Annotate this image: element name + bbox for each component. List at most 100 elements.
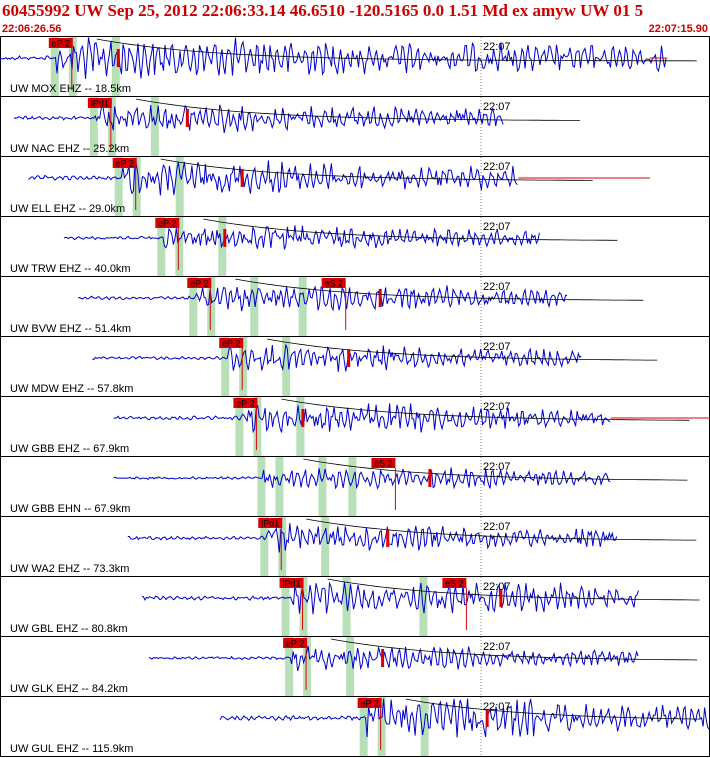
- pick-window: [132, 157, 141, 216]
- trace-panel[interactable]: eP 2 22:07 UW GLK EHZ -- 84.2km: [0, 636, 710, 697]
- coda-curve: [267, 338, 658, 361]
- amplitude-marker: [223, 229, 227, 247]
- waveform-trace: [92, 344, 582, 372]
- trace-panel[interactable]: iPd1 22:07 UW NAC EHZ -- 25.2km: [0, 96, 710, 157]
- station-label: UW NAC EHZ -- 25.2km: [10, 143, 129, 155]
- trace-panel[interactable]: iPd1 22:07 UW WA2 EHZ -- 73.3km: [0, 516, 710, 577]
- coda-curve: [96, 38, 697, 62]
- p-pick-flag[interactable]: [155, 218, 180, 228]
- minute-tick-label: 22:07: [483, 521, 511, 533]
- minute-tick-label: 22:07: [483, 281, 511, 293]
- pick-window: [207, 277, 216, 336]
- station-label: UW GBL EHZ -- 80.8km: [10, 623, 128, 635]
- pick-window: [221, 337, 230, 396]
- pick-window: [377, 697, 386, 756]
- station-label: UW GLK EHZ -- 84.2km: [10, 683, 128, 695]
- pick-window: [68, 37, 77, 96]
- waveform-trace: [219, 698, 710, 738]
- p-pick-flag[interactable]: [87, 98, 112, 108]
- trace-panel[interactable]: eP 2 22:07 UW GBB EHZ -- 67.9km: [0, 396, 710, 457]
- minute-tick-label: 22:07: [483, 701, 511, 713]
- amplitude-marker: [485, 709, 489, 727]
- pick-window: [303, 637, 312, 696]
- s-pick-flag[interactable]: [371, 458, 396, 468]
- p-pick-label: iPd1: [283, 579, 301, 589]
- amplitude-marker: [116, 49, 120, 67]
- trace-panel[interactable]: eP 2 22:07 UW GUL EHZ -- 115.9km: [0, 696, 710, 757]
- p-pick-flag[interactable]: [283, 638, 308, 648]
- pick-window: [346, 637, 355, 696]
- pick-window: [111, 37, 120, 96]
- seismogram-plot[interactable]: eP 2 22:07 UW MOX EHZ -- 18.5km iPd1 22:07 UW…: [0, 36, 710, 758]
- coda-curve: [303, 458, 688, 481]
- station-label: UW GBB EHN -- 67.9km: [10, 503, 130, 515]
- pick-window: [50, 37, 59, 96]
- trace-panel[interactable]: eP 2 22:07 UW ELL EHZ -- 29.0km: [0, 156, 710, 217]
- station-label: UW ELL EHZ -- 29.0km: [10, 203, 125, 215]
- pick-window: [318, 457, 327, 516]
- station-label: UW MDW EHZ -- 57.8km: [10, 383, 133, 395]
- coda-curve: [160, 158, 593, 181]
- trace-panel[interactable]: eP 2 22:07 UW TRW EHZ -- 40.0km: [0, 216, 710, 277]
- station-label: UW WA2 EHZ -- 73.3km: [10, 563, 129, 575]
- trace-panel[interactable]: iPd1 eS 2 22:07 UW GBL EHZ -- 80.8km: [0, 576, 710, 637]
- pick-window: [285, 637, 294, 696]
- pick-window: [257, 457, 266, 516]
- p-pick-flag[interactable]: [48, 38, 73, 48]
- waveform-trace: [113, 403, 611, 434]
- minute-tick-label: 22:07: [483, 641, 511, 653]
- minute-tick-label: 22:07: [483, 41, 511, 53]
- pick-window: [239, 337, 248, 396]
- waveform-trace: [77, 285, 568, 312]
- coda-curve: [306, 518, 697, 541]
- p-pick-flag[interactable]: [279, 578, 304, 588]
- waveform-trace: [113, 467, 611, 490]
- trace-panel[interactable]: eP 2 22:07 UW MOX EHZ -- 18.5km: [0, 36, 710, 97]
- amplitude-marker: [386, 529, 390, 547]
- s-pick-flag[interactable]: [321, 278, 346, 288]
- p-pick-label: eP 2: [286, 639, 304, 649]
- p-pick-label: eP 2: [360, 699, 378, 709]
- pick-window: [299, 577, 308, 636]
- minute-tick-label: 22:07: [483, 101, 511, 113]
- p-pick-flag[interactable]: [219, 338, 244, 348]
- pick-window: [278, 517, 287, 576]
- p-pick-flag[interactable]: [112, 158, 137, 168]
- pick-window: [150, 97, 159, 156]
- trace-panel[interactable]: eP 2 eS 2 22:07 UW BVW EHZ -- 51.4km: [0, 276, 710, 337]
- minute-tick-label: 22:07: [483, 401, 511, 413]
- pick-window: [114, 157, 123, 216]
- s-pick-label: eS 2: [445, 579, 464, 589]
- amplitude-marker: [185, 109, 189, 127]
- pick-window: [250, 277, 259, 336]
- p-pick-flag[interactable]: [258, 518, 283, 528]
- p-pick-flag[interactable]: [187, 278, 212, 288]
- waveform-trace: [63, 225, 540, 250]
- pick-window: [296, 397, 305, 456]
- trace-panel[interactable]: eS 2 22:07 UW GBB EHN -- 67.9km: [0, 456, 710, 517]
- station-label: UW BVW EHZ -- 51.4km: [10, 323, 131, 335]
- start-time-label: 22:06:26.56: [2, 23, 62, 35]
- station-label: UW GBB EHZ -- 67.9km: [10, 443, 129, 455]
- minute-tick-label: 22:07: [483, 221, 511, 233]
- trace-panel[interactable]: eP 2 22:07 UW MDW EHZ -- 57.8km: [0, 336, 710, 397]
- amplitude-marker: [499, 589, 503, 607]
- minute-tick-label: 22:07: [483, 161, 511, 173]
- pick-window: [348, 457, 357, 516]
- pick-window: [359, 697, 368, 756]
- p-pick-flag[interactable]: [233, 398, 258, 408]
- pick-window: [253, 397, 262, 456]
- amplitude-marker: [381, 649, 385, 667]
- coda-curve: [405, 698, 700, 720]
- pick-window: [175, 157, 184, 216]
- p-pick-flag[interactable]: [357, 698, 382, 708]
- s-pick-flag[interactable]: [442, 578, 467, 588]
- pick-window: [282, 337, 291, 396]
- pick-window: [235, 397, 244, 456]
- pick-window: [218, 217, 227, 276]
- waveform-trace: [28, 160, 518, 196]
- pick-window: [342, 577, 351, 636]
- pick-window: [298, 277, 307, 336]
- station-label: UW GUL EHZ -- 115.9km: [10, 743, 133, 755]
- coda-curve: [235, 278, 644, 301]
